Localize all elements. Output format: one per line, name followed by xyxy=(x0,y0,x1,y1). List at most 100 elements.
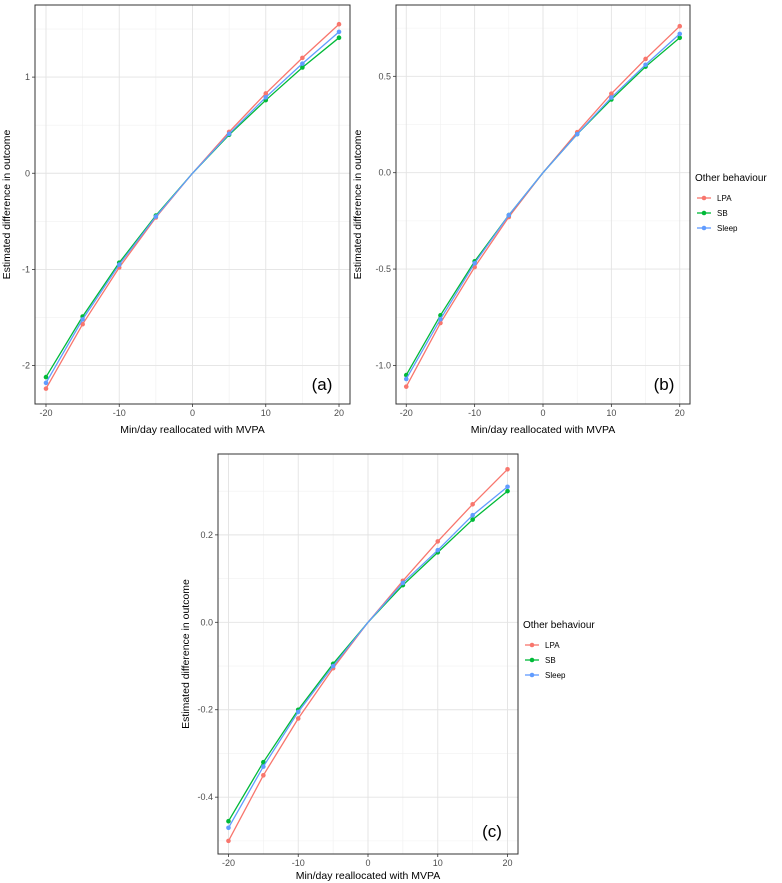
x-tick-label: -10 xyxy=(468,408,481,418)
legend-key-point xyxy=(701,195,707,201)
y-axis-title: Estimated difference in outcome xyxy=(1,129,13,279)
data-point-sleep xyxy=(403,376,409,382)
data-point-sleep xyxy=(574,131,580,137)
data-point-sleep xyxy=(226,131,232,137)
data-point-lpa xyxy=(263,91,269,96)
x-tick-label: 10 xyxy=(433,858,443,868)
data-point-lpa xyxy=(609,91,614,96)
x-tick-label: -20 xyxy=(39,408,52,418)
data-point-sleep xyxy=(116,262,122,267)
y-tick-label: -1 xyxy=(22,264,30,274)
data-point-lpa xyxy=(295,716,301,721)
data-point-sleep xyxy=(435,547,441,553)
data-point-sb xyxy=(505,488,510,494)
x-tick-label: 0 xyxy=(540,408,545,418)
legend: Other behaviour LPA SB Sleep xyxy=(695,173,767,233)
legend-key-point xyxy=(529,672,535,678)
y-tick-label: -1.0 xyxy=(375,360,391,370)
data-point-sb xyxy=(677,35,683,41)
legend-key-point xyxy=(529,657,535,663)
data-point-lpa xyxy=(226,838,231,844)
x-tick-label: 0 xyxy=(190,408,195,418)
data-point-sb xyxy=(226,818,231,824)
data-point-sleep xyxy=(226,825,231,831)
series-line-sleep xyxy=(405,33,681,380)
chart-panel-3: -20 -10 0 10 20 -0.4 -0.2 0.0 0.2 Min/day realloc… xyxy=(180,453,595,882)
data-point-lpa xyxy=(435,539,441,544)
panel-label: (b) xyxy=(654,375,675,394)
data-point-lpa xyxy=(80,321,85,327)
y-tick-label: 0.0 xyxy=(378,168,391,178)
legend-title: Other behaviour xyxy=(695,173,767,184)
legend-title: Other behaviour xyxy=(523,620,595,631)
data-point-lpa xyxy=(403,384,409,389)
x-tick-label: 0 xyxy=(365,858,370,868)
data-point-sleep xyxy=(153,214,159,219)
data-point-sleep xyxy=(609,95,614,100)
x-tick-label: -10 xyxy=(113,408,126,418)
data-point-sleep xyxy=(261,764,266,769)
x-axis-title: Min/day reallocated with MVPA xyxy=(120,424,265,436)
legend-key-sb xyxy=(697,210,711,216)
data-point-sleep xyxy=(80,317,85,322)
legend-key-sleep xyxy=(697,225,711,231)
y-axis-title: Estimated difference in outcome xyxy=(180,579,192,729)
data-point-sleep xyxy=(472,260,477,266)
y-tick-label: -2 xyxy=(22,361,30,371)
legend-key-point xyxy=(701,225,707,231)
data-point-sb xyxy=(43,374,49,380)
series-line-sleep xyxy=(227,486,508,829)
legend-key-sb xyxy=(525,657,539,663)
data-point-sb xyxy=(336,35,342,40)
legend-label-lpa: LPA xyxy=(717,194,732,203)
x-tick-label: -10 xyxy=(292,858,305,868)
x-tick-label: 10 xyxy=(261,408,271,418)
data-point-sb xyxy=(261,759,266,765)
y-tick-label: 0 xyxy=(25,168,30,178)
x-tick-label: 20 xyxy=(503,858,513,868)
y-tick-label: 1 xyxy=(25,72,30,82)
y-tick-label: -0.5 xyxy=(375,264,391,274)
y-tick-label: 0.0 xyxy=(200,617,213,627)
x-tick-label: 20 xyxy=(675,408,685,418)
y-tick-label: -0.4 xyxy=(197,792,213,802)
data-point-lpa xyxy=(336,21,342,27)
legend-label-sleep: Sleep xyxy=(545,671,566,680)
legend-key-point xyxy=(701,210,707,216)
y-tick-label: -0.2 xyxy=(197,705,213,715)
data-point-sleep xyxy=(400,580,406,586)
legend-label-sb: SB xyxy=(545,656,556,665)
data-point-sleep xyxy=(336,29,342,35)
legend-key-sleep xyxy=(525,672,539,678)
data-point-sleep xyxy=(470,512,475,518)
legend-label-lpa: LPA xyxy=(545,641,560,650)
data-point-lpa xyxy=(643,56,648,62)
data-point-sleep xyxy=(300,61,305,66)
chart-panel-2: -20 -10 0 10 20 -1.0 -0.5 0.0 0.5 Min/day realloc… xyxy=(352,4,767,436)
data-point-lpa xyxy=(470,501,475,507)
data-point-sleep xyxy=(643,62,648,68)
data-point-sleep xyxy=(506,212,512,218)
data-point-sleep xyxy=(263,94,269,100)
panel-label: (c) xyxy=(482,822,502,841)
x-tick-label: -20 xyxy=(222,858,235,868)
y-axis-title: Estimated difference in outcome xyxy=(352,129,364,279)
legend-label-sb: SB xyxy=(717,209,728,218)
data-point-lpa xyxy=(505,467,510,472)
data-point-sleep xyxy=(505,484,510,490)
data-point-lpa xyxy=(677,23,683,29)
x-axis-title: Min/day reallocated with MVPA xyxy=(296,870,441,882)
data-point-sleep xyxy=(330,663,336,669)
data-point-sb xyxy=(300,65,305,70)
x-tick-label: 10 xyxy=(606,408,616,418)
legend-label-sleep: Sleep xyxy=(717,224,738,233)
x-tick-label: 20 xyxy=(334,408,344,418)
legend-key-point xyxy=(529,642,535,648)
y-tick-label: 0.5 xyxy=(378,71,391,81)
legend-key-lpa xyxy=(525,642,539,648)
data-point-lpa xyxy=(300,55,305,61)
data-point-sleep xyxy=(438,316,443,322)
x-axis-title: Min/day reallocated with MVPA xyxy=(471,424,616,436)
